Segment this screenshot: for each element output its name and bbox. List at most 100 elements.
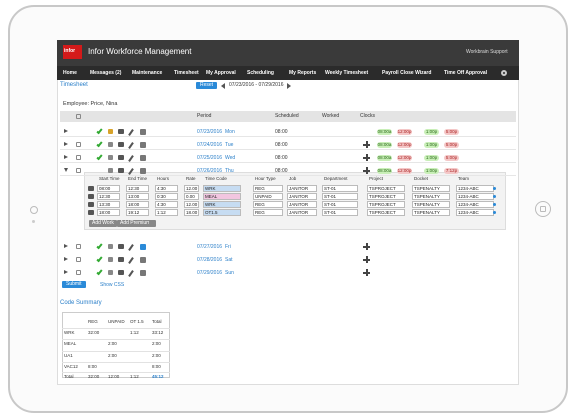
- expand-arrow[interactable]: [64, 129, 68, 133]
- detail-button[interactable]: Add Premium: [117, 220, 154, 227]
- detail-input[interactable]: ST-01: [322, 185, 358, 192]
- add-clock[interactable]: [363, 141, 370, 148]
- detail-input[interactable]: TSPENALTY: [412, 193, 450, 200]
- detail-input[interactable]: 4:30: [155, 185, 178, 192]
- detail-input[interactable]: 13:30: [97, 201, 120, 208]
- period-date[interactable]: 07/25/2016: [197, 155, 223, 161]
- detail-input[interactable]: 1:12: [155, 209, 178, 216]
- row-checkbox[interactable]: [76, 270, 81, 275]
- row-checkbox[interactable]: [76, 155, 81, 160]
- remove-row[interactable]: [493, 203, 496, 206]
- more-button[interactable]: [149, 220, 156, 227]
- remove-row[interactable]: [493, 211, 496, 214]
- add-clock[interactable]: [363, 167, 370, 174]
- detail-input[interactable]: 12.00: [184, 201, 199, 208]
- detail-input[interactable]: TSPENALTY: [412, 201, 450, 208]
- detail-input[interactable]: JANITOR: [287, 185, 317, 192]
- detail-input[interactable]: 13:00: [126, 193, 149, 200]
- nav-item[interactable]: My Reports: [289, 70, 317, 76]
- period-date[interactable]: 07/24/2016: [197, 142, 223, 148]
- row-checkbox[interactable]: [76, 142, 81, 147]
- nav-item[interactable]: Payroll Close Wizard: [382, 70, 432, 76]
- period-date[interactable]: 07/23/2016: [197, 129, 223, 135]
- row-checkbox[interactable]: [76, 168, 81, 173]
- nav-item[interactable]: Scheduling: [247, 70, 274, 76]
- nav-item[interactable]: Home: [63, 70, 77, 76]
- add-clock[interactable]: [363, 243, 370, 250]
- action-icon[interactable]: [140, 244, 146, 250]
- detail-input[interactable]: 1234-ABC: [456, 185, 494, 192]
- support-link[interactable]: Workbrain Support: [466, 49, 508, 55]
- nav-item[interactable]: Time Off Approval: [444, 70, 488, 76]
- detail-input[interactable]: WRK: [203, 201, 241, 208]
- comment-icon[interactable]: [88, 210, 94, 215]
- detail-input[interactable]: 1234-ABC: [456, 209, 494, 216]
- detail-input[interactable]: 12:30: [126, 185, 149, 192]
- detail-input[interactable]: 19:12: [126, 209, 149, 216]
- expand-arrow[interactable]: [64, 257, 68, 261]
- header-checkbox[interactable]: [76, 114, 81, 119]
- prev-week[interactable]: [221, 83, 225, 89]
- detail-input[interactable]: TSPENALTY: [412, 185, 450, 192]
- detail-input[interactable]: REG: [253, 185, 283, 192]
- detail-input[interactable]: TSPENALTY: [412, 209, 450, 216]
- submit-button[interactable]: Submit: [62, 281, 86, 288]
- nav-item[interactable]: Maintenance: [132, 70, 163, 76]
- detail-input[interactable]: 4:30: [155, 201, 178, 208]
- detail-input[interactable]: REG: [253, 201, 283, 208]
- expand-arrow[interactable]: [64, 270, 68, 274]
- remove-row[interactable]: [493, 195, 496, 198]
- detail-input[interactable]: TSPROJECT: [367, 201, 405, 208]
- detail-input[interactable]: MEAL: [203, 193, 241, 200]
- detail-input[interactable]: JANITOR: [287, 209, 317, 216]
- detail-input[interactable]: ST-01: [322, 209, 358, 216]
- comment-icon[interactable]: [118, 155, 124, 160]
- action-icon[interactable]: [140, 155, 146, 161]
- action-icon[interactable]: [140, 270, 146, 276]
- detail-input[interactable]: JANITOR: [287, 201, 317, 208]
- comment-icon[interactable]: [118, 270, 124, 275]
- detail-input[interactable]: REG: [253, 209, 283, 216]
- period-date[interactable]: 07/28/2016: [197, 257, 223, 263]
- detail-input[interactable]: JANITOR: [287, 193, 317, 200]
- nav-item[interactable]: My Approval: [206, 70, 236, 76]
- add-clock[interactable]: [363, 256, 370, 263]
- add-clock[interactable]: [363, 269, 370, 276]
- detail-input[interactable]: 08:00: [97, 185, 120, 192]
- detail-input[interactable]: 18:00: [126, 201, 149, 208]
- comment-icon[interactable]: [118, 142, 124, 147]
- add-clock[interactable]: [363, 154, 370, 161]
- action-icon[interactable]: [140, 168, 146, 174]
- expand-arrow[interactable]: [64, 142, 68, 146]
- detail-input[interactable]: 1234-ABC: [456, 201, 494, 208]
- settings-icon[interactable]: [501, 70, 507, 76]
- detail-input[interactable]: 18:00: [97, 209, 120, 216]
- action-icon[interactable]: [140, 129, 146, 135]
- detail-input[interactable]: 12:30: [97, 193, 120, 200]
- next-week[interactable]: [287, 83, 291, 89]
- detail-input[interactable]: OT1.5: [203, 209, 241, 216]
- comment-icon[interactable]: [118, 244, 124, 249]
- comment-icon[interactable]: [88, 194, 94, 199]
- expand-arrow[interactable]: [64, 155, 68, 159]
- nav-item[interactable]: Messages (2): [90, 70, 122, 76]
- detail-input[interactable]: TSPROJECT: [367, 185, 405, 192]
- detail-input[interactable]: ST-01: [322, 193, 358, 200]
- detail-input[interactable]: TSPROJECT: [367, 209, 405, 216]
- reset-button[interactable]: Reset: [196, 82, 218, 89]
- detail-input[interactable]: 0:30: [155, 193, 178, 200]
- remove-row[interactable]: [493, 187, 496, 190]
- detail-input[interactable]: ST-01: [322, 201, 358, 208]
- period-date[interactable]: 07/27/2016: [197, 244, 223, 250]
- comment-icon[interactable]: [118, 257, 124, 262]
- detail-input[interactable]: TSPROJECT: [367, 193, 405, 200]
- comment-icon[interactable]: [118, 129, 124, 134]
- comment-icon[interactable]: [118, 168, 124, 173]
- comment-icon[interactable]: [88, 202, 94, 207]
- detail-input[interactable]: 12.00: [184, 185, 199, 192]
- period-date[interactable]: 07/29/2016: [197, 270, 223, 276]
- expand-arrow[interactable]: [64, 244, 68, 248]
- nav-item[interactable]: Timesheet: [174, 70, 199, 76]
- show-link[interactable]: Show CSS: [100, 282, 125, 288]
- detail-input[interactable]: UNPAID: [253, 193, 283, 200]
